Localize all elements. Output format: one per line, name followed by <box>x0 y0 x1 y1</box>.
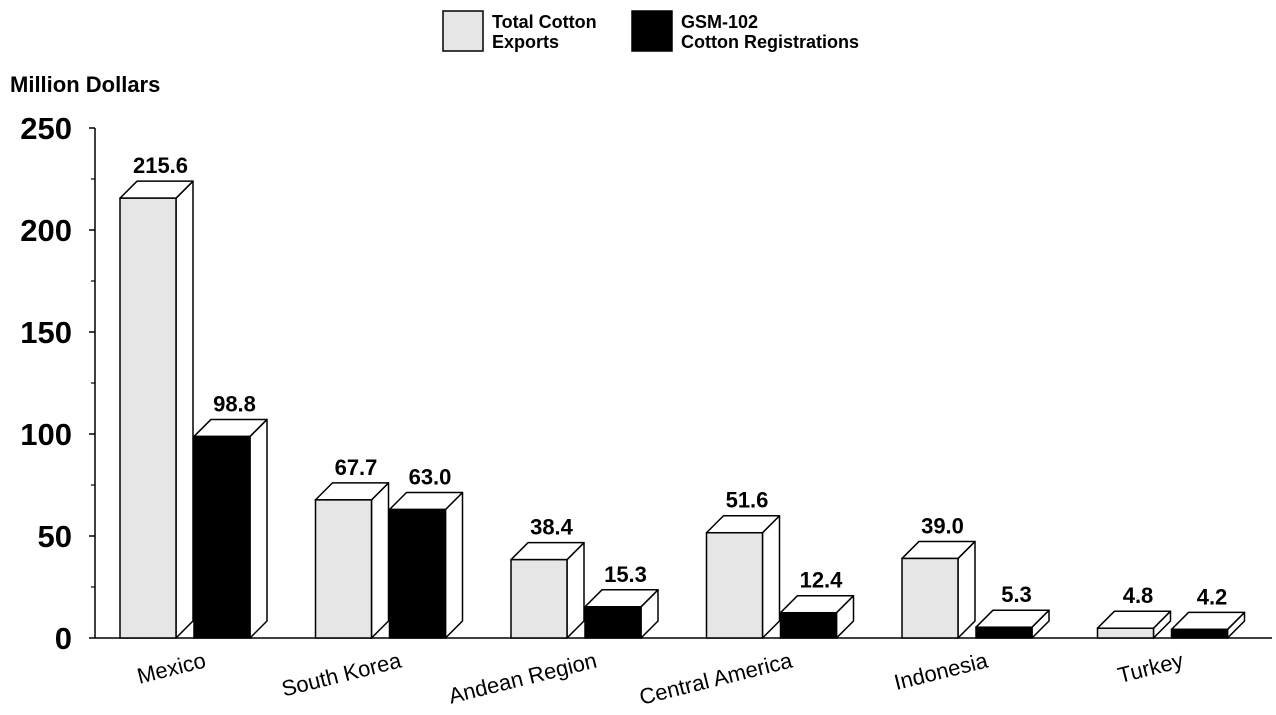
legend-label-total-exports-line1: Total Cotton <box>492 12 597 32</box>
bar-value-label: 215.6 <box>133 153 188 178</box>
bar-value-label: 38.4 <box>530 515 574 540</box>
bar-value-label: 4.8 <box>1123 583 1154 608</box>
bar-value-label: 63.0 <box>409 464 452 489</box>
y-tick-label: 100 <box>20 417 72 452</box>
x-tick-label: South Korea <box>279 647 404 701</box>
bar <box>1096 627 1155 639</box>
bar <box>779 611 838 639</box>
legend-label-gsm102-line1: GSM-102 <box>681 12 758 32</box>
legend-swatch-gsm102 <box>631 10 673 52</box>
bar <box>584 606 642 639</box>
legend-label-gsm102-line2: Cotton Registrations <box>681 32 859 52</box>
x-tick-label: Turkey <box>1115 648 1185 688</box>
bar-side <box>761 514 781 639</box>
bar <box>705 531 764 639</box>
bar-value-label: 98.8 <box>213 391 256 416</box>
y-tick-label: 150 <box>20 315 72 350</box>
x-tick-label: Central America <box>637 647 796 709</box>
bar <box>510 558 568 639</box>
bar-side <box>249 418 268 639</box>
x-tick-label: Andean Region <box>446 648 599 709</box>
bar-value-label: 39.0 <box>921 513 964 538</box>
bar <box>388 508 447 639</box>
y-axis-title: Million Dollars <box>10 72 160 97</box>
bar-side <box>370 482 390 639</box>
bar-side <box>444 491 464 639</box>
bar-value-label: 15.3 <box>604 562 647 587</box>
bars: 215.6 98.8 67.7 63.0 38.4 15.3 51.6 12.4 39.0 5.3… <box>119 153 1246 639</box>
bar <box>975 626 1033 639</box>
x-tick-label: Indonesia <box>892 647 991 695</box>
bar-value-label: 4.2 <box>1197 584 1228 609</box>
legend: Total Cotton Exports GSM-102 Cotton Regi… <box>442 10 859 52</box>
y-tick-label: 0 <box>55 621 72 656</box>
y-tick-label: 50 <box>38 519 72 554</box>
x-axis-labels: Mexico South Korea Andean Region Central Am… <box>135 647 1186 709</box>
bar-value-label: 51.6 <box>726 488 769 513</box>
legend-label-total-exports-line2: Exports <box>492 32 559 52</box>
legend-swatch-total-exports <box>442 10 484 52</box>
bar-value-label: 67.7 <box>335 455 378 480</box>
bar <box>1170 628 1229 639</box>
bar-value-label: 12.4 <box>800 568 844 593</box>
y-tick-label: 250 <box>20 111 72 146</box>
bar <box>901 557 959 639</box>
axes: 0 50 100 150 200 250 <box>20 111 1272 656</box>
bar-side <box>175 180 194 639</box>
y-tick-label: 200 <box>20 213 72 248</box>
bar <box>193 435 251 639</box>
bar <box>314 499 373 639</box>
x-tick-label: Mexico <box>135 648 209 689</box>
bar <box>119 197 177 639</box>
bar-value-label: 5.3 <box>1001 582 1032 607</box>
